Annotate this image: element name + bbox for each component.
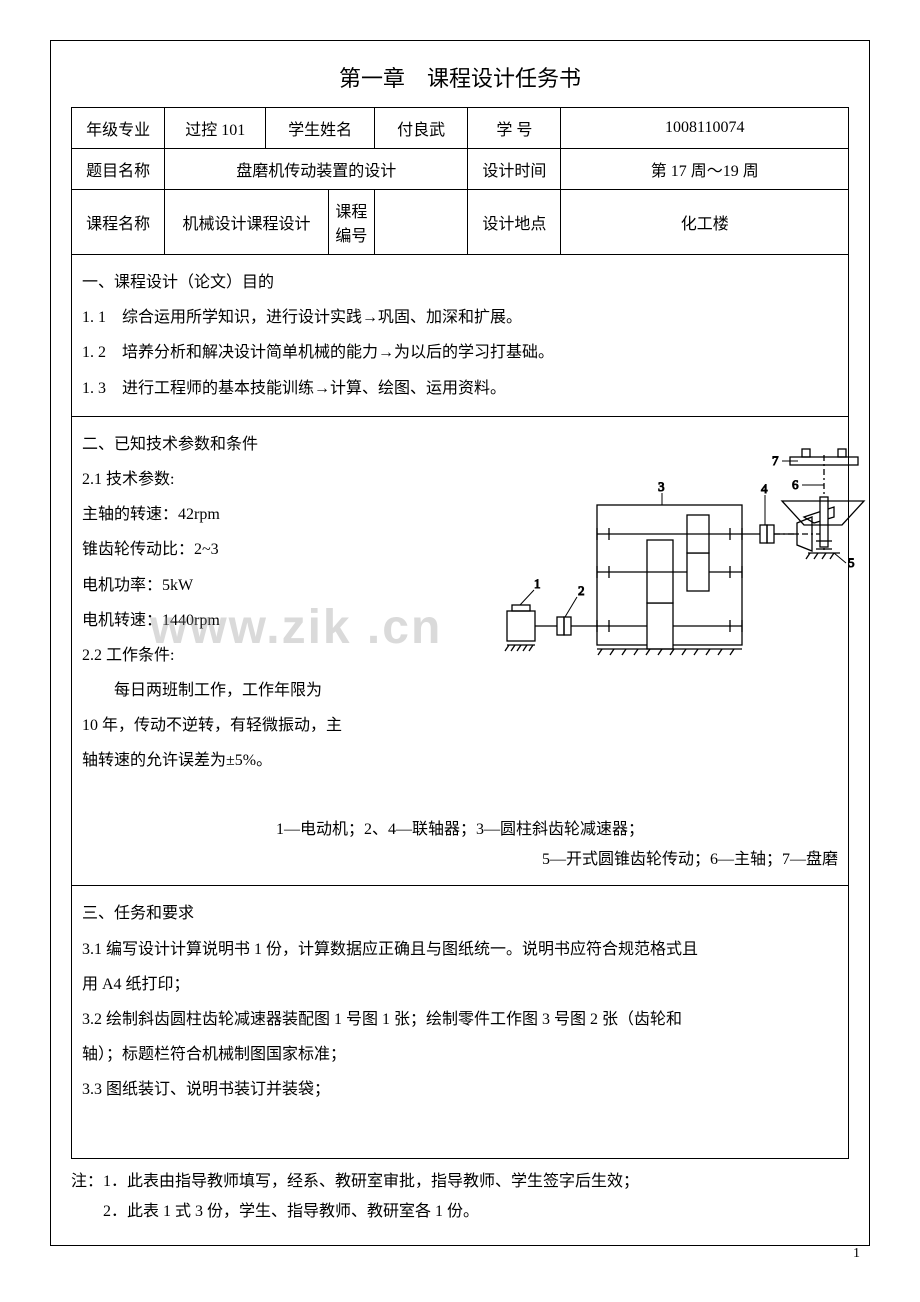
cell-topic-value: 盘磨机传动装置的设计	[165, 149, 468, 190]
cell-student-id-value: 1008110074	[561, 108, 849, 149]
section2-p3: 锥齿轮传动比：2~3	[82, 532, 498, 567]
section2-p9: 轴转速的允许误差为±5%。	[82, 743, 498, 778]
note-line-1: 注：1．此表由指导教师填写，经系、教研室审批，指导教师、学生签字后生效；	[71, 1167, 849, 1197]
page-number: 1	[853, 1246, 860, 1262]
section1-p3: 1. 3 进行工程师的基本技能训练→计算、绘图、运用资料。	[82, 371, 838, 406]
legend-line-1: 1—电动机；2、4—联轴器；3—圆柱斜齿轮减速器；	[82, 815, 838, 845]
section1-p2: 1. 2 培养分析和解决设计简单机械的能力→为以后的学习打基础。	[82, 335, 838, 370]
table-row: 年级专业 过控 101 学生姓名 付良武 学 号 1008110074	[72, 108, 849, 149]
cell-grade-label: 年级专业	[72, 108, 165, 149]
section1-title: 一、课程设计（论文）目的	[82, 265, 838, 300]
cell-course-name-label: 课程名称	[72, 190, 165, 255]
section-1: 一、课程设计（论文）目的 1. 1 综合运用所学知识，进行设计实践→巩固、加深和…	[71, 255, 849, 417]
diagram-label-1: 1	[534, 576, 541, 591]
transmission-diagram: 1 2 3 4 5 6 7	[502, 445, 842, 655]
section3-p2: 3.2 绘制斜齿圆柱齿轮减速器装配图 1 号图 1 张；绘制零件工作图 3 号图…	[82, 1002, 838, 1037]
table-row: 题目名称 盘磨机传动装置的设计 设计时间 第 17 周～19 周	[72, 149, 849, 190]
section-3: 三、任务和要求 3.1 编写设计计算说明书 1 份，计算数据应正确且与图纸统一。…	[71, 886, 849, 1158]
diagram-label-2: 2	[578, 583, 585, 598]
cell-topic-label: 题目名称	[72, 149, 165, 190]
section3-p1b: 用 A4 纸打印；	[82, 967, 838, 1002]
diagram-label-7: 7	[772, 453, 779, 468]
footer-notes: 注：1．此表由指导教师填写，经系、教研室审批，指导教师、学生签字后生效； 2．此…	[71, 1167, 849, 1228]
cell-student-name-value: 付良武	[375, 108, 468, 149]
diagram-label-5: 5	[848, 555, 855, 570]
section-2: 二、已知技术参数和条件 2.1 技术参数: 主轴的转速：42rpm 锥齿轮传动比…	[71, 417, 849, 887]
section3-title: 三、任务和要求	[82, 896, 838, 931]
section2-p8: 10 年，传动不逆转，有轻微振动，主	[82, 708, 498, 743]
cell-course-name-value: 机械设计课程设计	[165, 190, 329, 255]
cell-student-id-label: 学 号	[468, 108, 561, 149]
diagram-label-4: 4	[761, 481, 768, 496]
section2-title: 二、已知技术参数和条件	[82, 427, 498, 462]
section2-p2: 主轴的转速：42rpm	[82, 497, 498, 532]
diagram-label-6: 6	[792, 477, 799, 492]
section3-p3: 3.3 图纸装订、说明书装订并装袋；	[82, 1072, 838, 1107]
section2-text: 二、已知技术参数和条件 2.1 技术参数: 主轴的转速：42rpm 锥齿轮传动比…	[82, 427, 498, 779]
cell-design-time-value: 第 17 周～19 周	[561, 149, 849, 190]
info-table: 年级专业 过控 101 学生姓名 付良武 学 号 1008110074 题目名称…	[71, 107, 849, 255]
cell-student-name-label: 学生姓名	[266, 108, 375, 149]
section2-p4: 电机功率：5kW	[82, 568, 498, 603]
section2-p6: 2.2 工作条件:	[82, 638, 498, 673]
table-row: 课程名称 机械设计课程设计 课程编号 设计地点 化工楼	[72, 190, 849, 255]
outer-border: 第一章 课程设计任务书 年级专业 过控 101 学生姓名 付良武 学 号 100…	[50, 40, 870, 1246]
section3-p2b: 轴）；标题栏符合机械制图国家标准；	[82, 1037, 838, 1072]
note-line-2: 2．此表 1 式 3 份，学生、指导教师、教研室各 1 份。	[71, 1197, 849, 1227]
section1-p1: 1. 1 综合运用所学知识，进行设计实践→巩固、加深和扩展。	[82, 300, 838, 335]
cell-design-place-value: 化工楼	[561, 190, 849, 255]
cell-grade-value: 过控 101	[165, 108, 266, 149]
cell-course-code-label: 课程编号	[328, 190, 374, 255]
cell-course-code-value	[375, 190, 468, 255]
legend-line-2: 5—开式圆锥齿轮传动；6—主轴；7—盘磨	[82, 845, 838, 875]
section3-p1: 3.1 编写设计计算说明书 1 份，计算数据应正确且与图纸统一。说明书应符合规范…	[82, 932, 838, 967]
cell-design-place-label: 设计地点	[468, 190, 561, 255]
diagram-label-3: 3	[658, 479, 665, 494]
section2-p5: 电机转速：1440rpm	[82, 603, 498, 638]
section2-p7: 每日两班制工作，工作年限为	[82, 673, 498, 708]
diagram-legend: 1—电动机；2、4—联轴器；3—圆柱斜齿轮减速器； 5—开式圆锥齿轮传动；6—主…	[82, 815, 838, 876]
cell-design-time-label: 设计时间	[468, 149, 561, 190]
chapter-title: 第一章 课程设计任务书	[51, 41, 869, 107]
section2-p1: 2.1 技术参数:	[82, 462, 498, 497]
page: 第一章 课程设计任务书 年级专业 过控 101 学生姓名 付良武 学 号 100…	[0, 0, 920, 1302]
